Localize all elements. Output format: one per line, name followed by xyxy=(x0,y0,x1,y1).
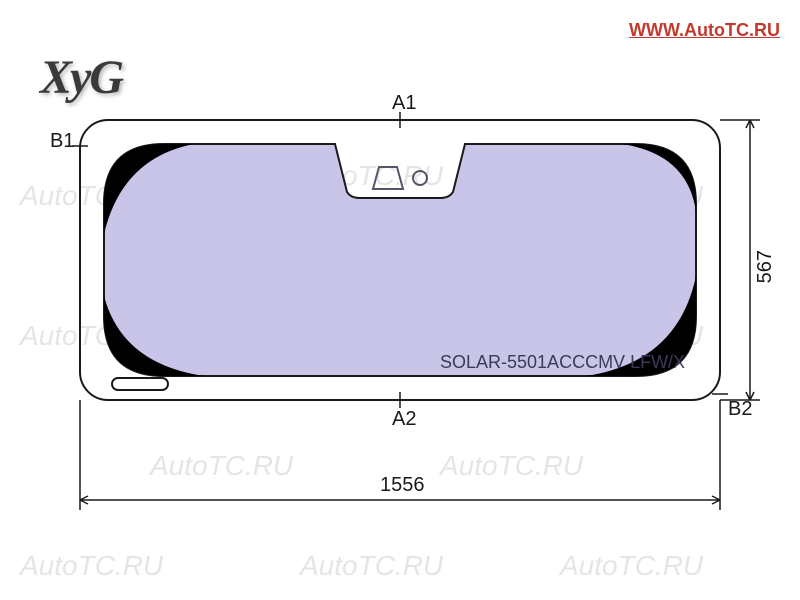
product-code: SOLAR-5501ACCCMV LFW/X xyxy=(440,352,685,373)
sensor-notch xyxy=(373,167,427,189)
label-b2: B2 xyxy=(728,398,752,421)
dimension-height-value: 567 xyxy=(754,250,777,283)
label-a2: A2 xyxy=(392,408,416,431)
label-b1: B1 xyxy=(50,130,74,153)
windshield-diagram xyxy=(0,0,800,600)
vin-window-slot xyxy=(112,378,168,390)
label-a1: A1 xyxy=(392,92,416,115)
dimension-width-value: 1556 xyxy=(380,474,425,497)
camera-dot-icon xyxy=(413,171,427,185)
rain-sensor-icon xyxy=(373,167,403,189)
